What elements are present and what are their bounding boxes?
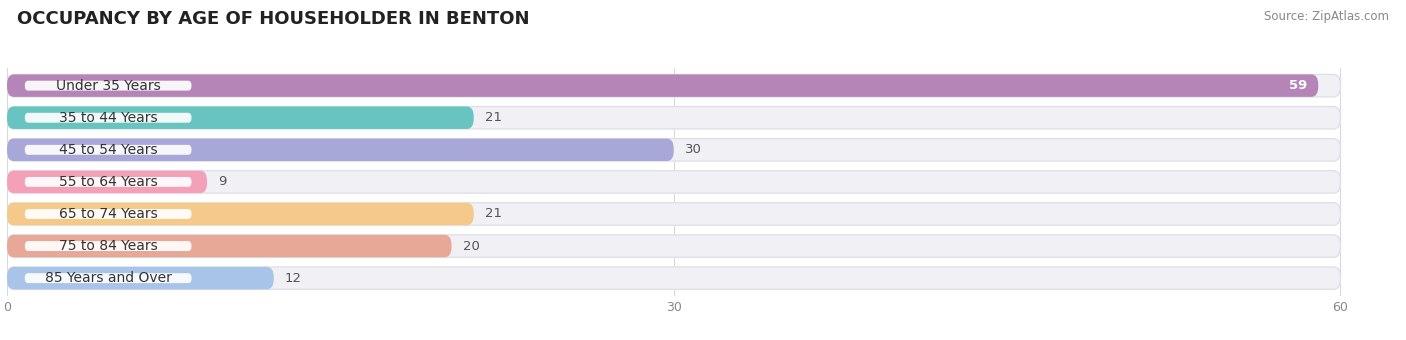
Text: 12: 12	[285, 272, 302, 285]
Text: 20: 20	[463, 240, 479, 253]
FancyBboxPatch shape	[7, 74, 1319, 97]
FancyBboxPatch shape	[7, 171, 1340, 193]
FancyBboxPatch shape	[7, 74, 1340, 97]
Text: 75 to 84 Years: 75 to 84 Years	[59, 239, 157, 253]
FancyBboxPatch shape	[7, 203, 1340, 225]
Text: 21: 21	[485, 111, 502, 124]
FancyBboxPatch shape	[7, 171, 207, 193]
Text: 65 to 74 Years: 65 to 74 Years	[59, 207, 157, 221]
FancyBboxPatch shape	[7, 106, 1340, 129]
Text: 30: 30	[685, 143, 702, 156]
Text: Source: ZipAtlas.com: Source: ZipAtlas.com	[1264, 10, 1389, 23]
FancyBboxPatch shape	[7, 139, 1340, 161]
FancyBboxPatch shape	[25, 177, 191, 187]
FancyBboxPatch shape	[7, 203, 474, 225]
Text: 85 Years and Over: 85 Years and Over	[45, 271, 172, 285]
FancyBboxPatch shape	[25, 273, 191, 283]
FancyBboxPatch shape	[7, 106, 474, 129]
FancyBboxPatch shape	[7, 139, 673, 161]
Text: 35 to 44 Years: 35 to 44 Years	[59, 111, 157, 125]
Text: 45 to 54 Years: 45 to 54 Years	[59, 143, 157, 157]
Text: OCCUPANCY BY AGE OF HOUSEHOLDER IN BENTON: OCCUPANCY BY AGE OF HOUSEHOLDER IN BENTO…	[17, 10, 530, 28]
FancyBboxPatch shape	[7, 235, 451, 257]
FancyBboxPatch shape	[25, 145, 191, 155]
Text: 21: 21	[485, 207, 502, 220]
Text: 55 to 64 Years: 55 to 64 Years	[59, 175, 157, 189]
FancyBboxPatch shape	[25, 209, 191, 219]
FancyBboxPatch shape	[25, 113, 191, 123]
FancyBboxPatch shape	[25, 81, 191, 90]
FancyBboxPatch shape	[7, 267, 1340, 289]
FancyBboxPatch shape	[25, 241, 191, 251]
Text: Under 35 Years: Under 35 Years	[56, 79, 160, 92]
FancyBboxPatch shape	[7, 267, 274, 289]
FancyBboxPatch shape	[7, 235, 1340, 257]
Text: 9: 9	[218, 175, 226, 188]
Text: 59: 59	[1289, 79, 1308, 92]
